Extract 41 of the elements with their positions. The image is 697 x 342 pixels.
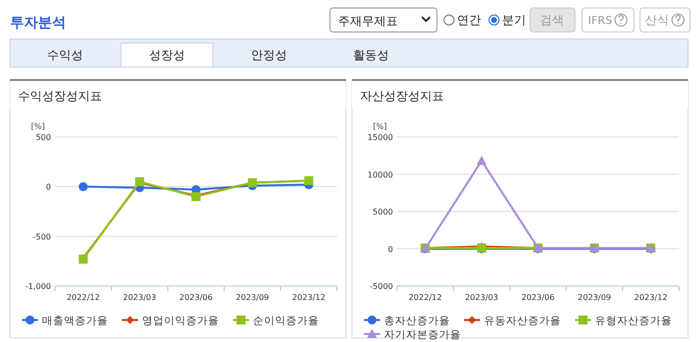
x-tick-label: 2023/09 (236, 293, 270, 302)
text: 분기 (502, 13, 526, 27)
x-tick-label: 2022/12 (408, 293, 442, 302)
y-tick-label: -1,000 (25, 282, 51, 291)
y-axis-title: [%] (373, 122, 387, 131)
text: 주재무제표 (338, 14, 398, 28)
x-tick-label: 2023/06 (521, 293, 555, 302)
x-tick-label: 2022/12 (66, 293, 100, 302)
text: 검색 (540, 13, 564, 27)
x-tick-label: 2023/03 (464, 293, 498, 302)
legend-label: 총자산증가율 (384, 315, 450, 327)
y-tick-label: 15000 (368, 133, 393, 142)
chart-title: 수익성장성지표 (18, 89, 102, 103)
legend-label: 유형자산증가율 (595, 315, 672, 327)
legend-label: 영업이익증가율 (142, 315, 219, 327)
legend-label: 순이익증가율 (253, 315, 319, 327)
y-tick-label: 0 (388, 244, 393, 254)
y-tick-label: -5000 (370, 282, 393, 291)
y-axis-title: [%] (31, 122, 45, 131)
legend-label: 유동자산증가율 (484, 315, 561, 327)
y-tick-label: 500 (36, 133, 51, 142)
x-tick-label: 2023/12 (634, 293, 668, 302)
x-tick-label: 2023/06 (179, 293, 213, 302)
y-tick-label: 5000 (372, 208, 393, 216)
text: 성장성 (149, 48, 185, 62)
x-tick-label: 2023/12 (292, 293, 326, 302)
text: 안정성 (251, 48, 287, 62)
x-tick-label: 2023/03 (122, 293, 156, 302)
chart-title: 자산성장성지표 (360, 89, 444, 103)
y-tick-label: -500 (32, 232, 51, 242)
y-tick-label: 0 (46, 182, 51, 192)
text: 수익성 (47, 48, 83, 62)
text: 연간 (457, 13, 481, 27)
text: 활동성 (353, 48, 389, 62)
text: IFRS (588, 14, 612, 27)
x-tick-label: 2023/09 (578, 293, 612, 302)
legend-label: 자기자본증가율 (384, 329, 461, 341)
legend-label: 매출액증가율 (42, 315, 108, 327)
text: 산식 (645, 13, 669, 27)
text: 투자분석 (10, 15, 66, 31)
y-tick-label: 10000 (368, 170, 393, 180)
